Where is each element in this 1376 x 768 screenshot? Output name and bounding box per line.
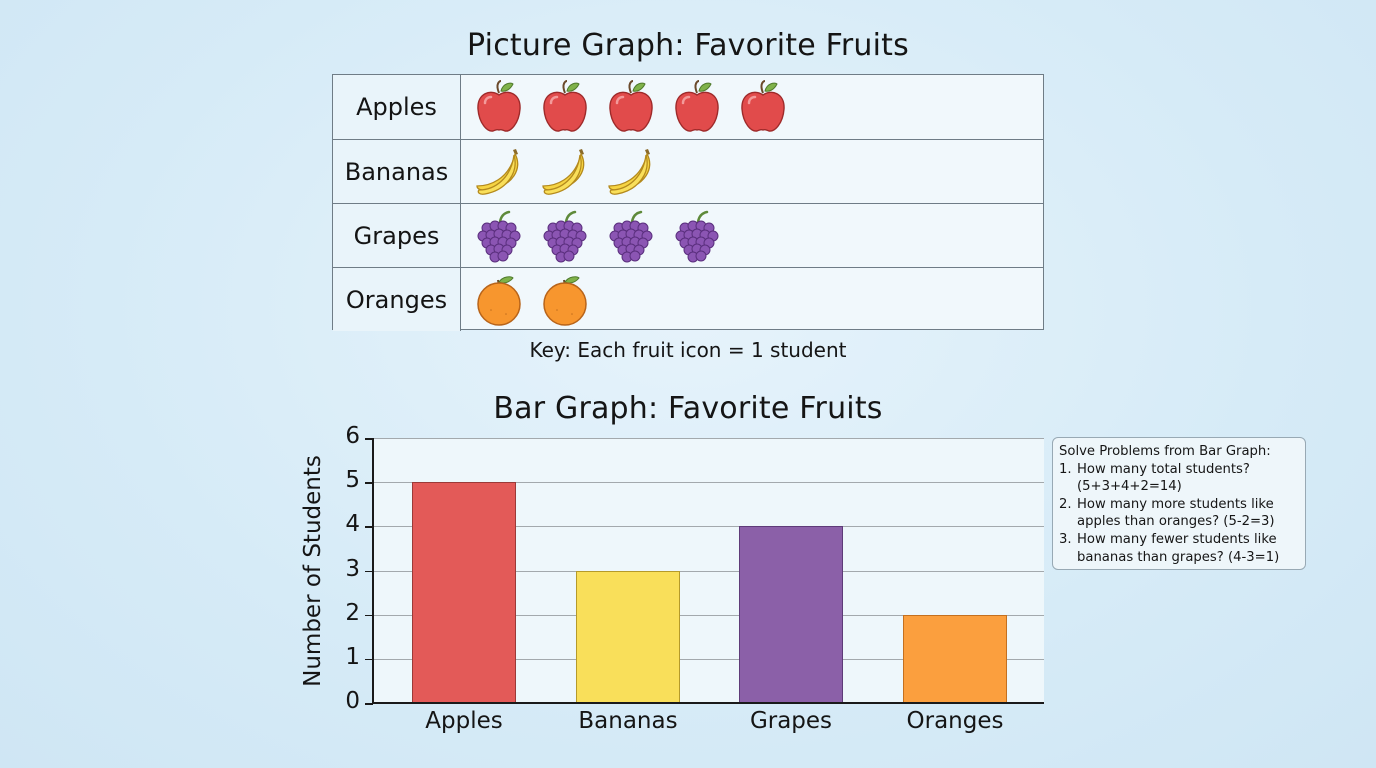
apple-icon — [675, 80, 719, 132]
y-axis-title: Number of Students — [300, 455, 326, 687]
picture-graph-title: Picture Graph: Favorite Fruits — [467, 28, 909, 63]
picture-row-grapes: Grapes — [333, 203, 1043, 267]
y-tick-mark — [365, 614, 373, 617]
picture-row-bananas: Bananas — [333, 139, 1043, 203]
problem-text: How many total students? (5+3+4+2=14) — [1077, 461, 1250, 495]
row-label-grapes: Grapes — [333, 204, 461, 267]
icons-bananas — [473, 140, 671, 203]
y-tick-label: 4 — [345, 511, 360, 538]
y-tick-mark — [365, 658, 373, 661]
apple-icon — [609, 80, 653, 132]
y-tick-mark — [365, 438, 373, 440]
row-label-bananas: Bananas — [333, 140, 461, 203]
y-tick-label: 5 — [345, 467, 360, 494]
problem-number: 3. — [1059, 531, 1072, 547]
apple-icon — [741, 80, 785, 132]
problems-heading: Solve Problems from Bar Graph: — [1059, 444, 1271, 459]
icons-apples — [473, 75, 803, 139]
y-axis-line — [372, 438, 374, 704]
grapes-icon — [477, 210, 521, 262]
picture-graph-key: Key: Each fruit icon = 1 student — [529, 338, 847, 362]
problem-item: 3. How many fewer students like bananas … — [1059, 531, 1299, 566]
picture-row-oranges: Oranges — [333, 267, 1043, 331]
bar-bananas — [576, 570, 680, 703]
apple-icon — [543, 80, 587, 132]
x-tick-label: Oranges — [906, 708, 1004, 734]
y-tick-label: 1 — [345, 643, 360, 670]
y-tick-label: 6 — [345, 423, 360, 449]
problem-item: 2. How many more students like apples th… — [1059, 496, 1299, 531]
x-tick-label: Apples — [425, 708, 503, 734]
picture-graph-table: Apples Bananas Grapes Oranges — [332, 74, 1044, 331]
row-label-oranges: Oranges — [333, 268, 461, 331]
problem-item: 1. How many total students? (5+3+4+2=14) — [1059, 461, 1299, 496]
gridline — [373, 482, 1044, 484]
row-label-apples: Apples — [333, 75, 461, 139]
problem-text: How many more students like apples than … — [1077, 496, 1275, 530]
icons-grapes — [473, 204, 737, 267]
bar-oranges — [903, 614, 1007, 703]
problems-box: Solve Problems from Bar Graph: 1. How ma… — [1052, 437, 1306, 570]
picture-row-apples: Apples — [333, 75, 1043, 139]
gridline — [373, 614, 1044, 616]
problem-number: 2. — [1059, 496, 1072, 512]
y-tick-mark — [365, 570, 373, 572]
y-tick-label: 2 — [345, 599, 360, 626]
y-tick-label: 3 — [345, 555, 360, 582]
apple-icon — [477, 80, 521, 132]
gridline — [373, 570, 1044, 572]
gridline — [373, 526, 1044, 528]
banana-icon — [608, 148, 651, 195]
y-tick-mark — [365, 482, 373, 484]
grapes-icon — [543, 210, 587, 262]
x-tick-label: Grapes — [749, 708, 833, 734]
grapes-icon — [675, 210, 719, 262]
orange-icon — [543, 275, 587, 326]
bar-grapes — [739, 526, 843, 703]
y-tick-label: 0 — [345, 688, 360, 714]
y-tick-mark — [365, 703, 373, 705]
bar-apples — [412, 482, 516, 703]
icons-oranges — [473, 268, 605, 331]
problem-number: 1. — [1059, 461, 1072, 477]
x-tick-label: Bananas — [578, 708, 678, 734]
x-axis-line — [372, 702, 1044, 704]
orange-icon — [477, 275, 521, 326]
bar-graph-title: Bar Graph: Favorite Fruits — [493, 391, 883, 426]
problem-text: How many fewer students like bananas tha… — [1077, 531, 1280, 565]
banana-icon — [542, 148, 585, 195]
grapes-icon — [609, 210, 653, 262]
gridline — [373, 658, 1044, 660]
gridline — [373, 438, 1044, 439]
banana-icon — [476, 148, 519, 195]
y-tick-mark — [365, 526, 373, 528]
